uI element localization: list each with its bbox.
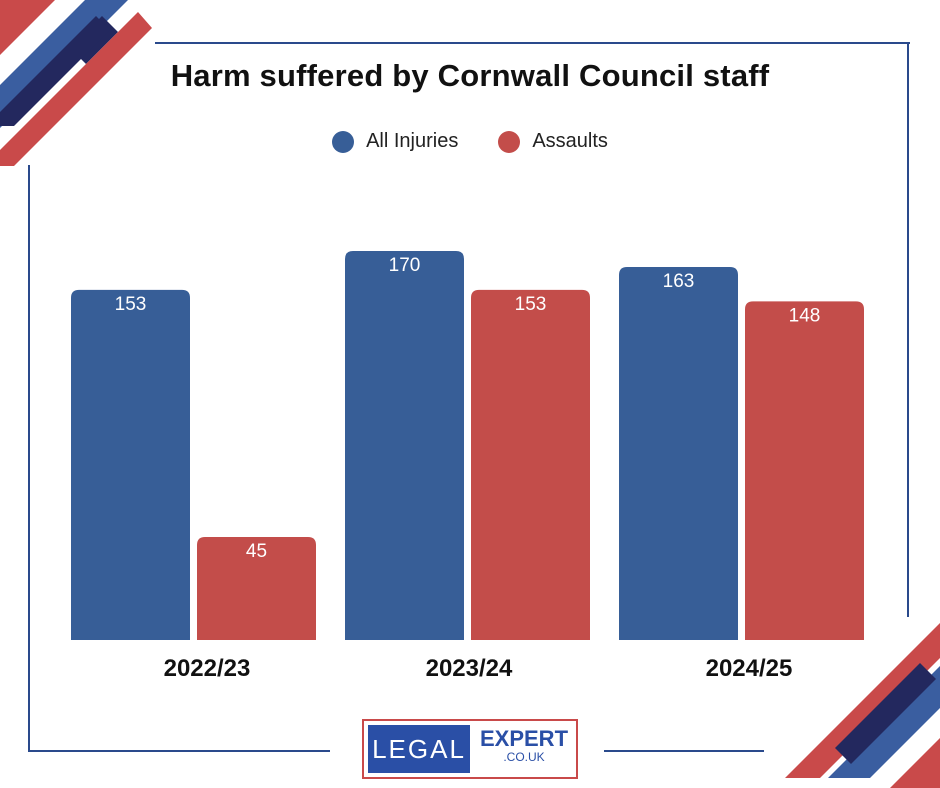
legend-item-assaults: Assaults [498,130,608,153]
chart-title: Harm suffered by Cornwall Council staff [170,58,770,93]
data-label-assaults-2022-23: 45 [246,541,267,562]
bar-assaults-2022-23 [197,537,316,640]
bar-all-injuries-2024-25 [619,267,738,640]
legend-item-all-injuries: All Injuries [332,130,458,153]
corner-stripes-top-left [0,0,152,166]
frame-bottom-left-line [28,750,330,752]
bar-all-injuries-2023-24 [345,251,464,640]
data-label-all-injuries-2022-23: 153 [115,294,147,315]
data-label-assaults-2023-24: 153 [515,294,547,315]
legal-expert-logo: LEGAL EXPERT .CO.UK [362,719,578,779]
logo-sub-text: .CO.UK [503,750,545,764]
logo-left-text: LEGAL [368,725,470,773]
data-label-assaults-2024-25: 148 [789,305,821,326]
logo-right-block: EXPERT .CO.UK [474,726,574,764]
data-label-all-injuries-2024-25: 163 [663,271,695,292]
x-tick-label-2023-24: 2023/24 [425,655,513,682]
bar-assaults-2024-25 [745,301,864,640]
legend-swatch-assaults [498,130,521,153]
legend-label-all-injuries: All Injuries [366,130,459,152]
legend-swatch-all-injuries [332,130,355,153]
frame-left-line [28,165,30,750]
frame-top-line [155,42,910,44]
x-tick-label-2024-25: 2024/25 [705,655,793,682]
bar-all-injuries-2022-23 [71,289,190,640]
legend-label-assaults: Assaults [532,130,608,152]
x-tick-label-2022-23: 2022/23 [163,655,251,682]
logo-right-text: EXPERT [479,726,569,751]
bar-assaults-2023-24 [471,289,590,640]
frame-right-line [907,42,909,617]
frame-bottom-right-line [604,750,764,752]
corner-stripes-bottom-right [785,623,940,788]
data-label-all-injuries-2023-24: 170 [389,255,421,276]
chart-legend: All Injuries Assaults [0,130,940,153]
